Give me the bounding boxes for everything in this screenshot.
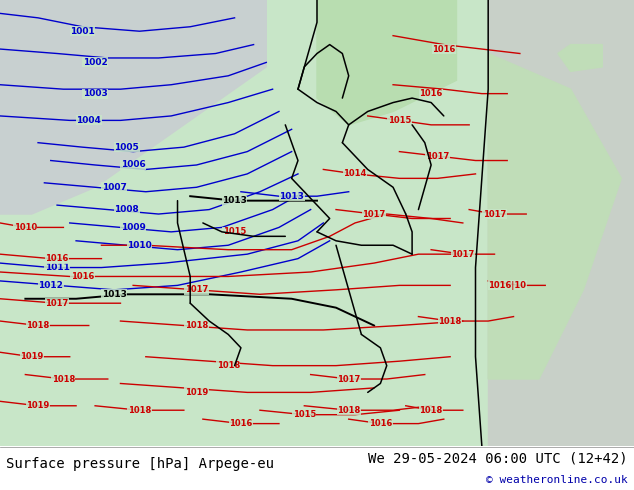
Text: 1001: 1001 xyxy=(70,27,95,36)
Text: 1015: 1015 xyxy=(293,410,316,419)
Text: 1009: 1009 xyxy=(120,223,146,232)
Text: 1002: 1002 xyxy=(82,58,108,67)
Text: 1016: 1016 xyxy=(432,45,455,53)
Text: 1003: 1003 xyxy=(82,89,108,98)
Text: 1011: 1011 xyxy=(44,263,70,272)
Text: We 29-05-2024 06:00 UTC (12+42): We 29-05-2024 06:00 UTC (12+42) xyxy=(368,451,628,465)
Text: 1019: 1019 xyxy=(27,401,49,410)
Text: 1016: 1016 xyxy=(71,272,94,281)
Text: 1004: 1004 xyxy=(76,116,101,125)
Text: 1014: 1014 xyxy=(344,170,366,178)
Text: Surface pressure [hPa] Arpege-eu: Surface pressure [hPa] Arpege-eu xyxy=(6,458,275,471)
Text: 1017: 1017 xyxy=(451,250,474,259)
Polygon shape xyxy=(488,0,634,446)
Text: 1005: 1005 xyxy=(114,143,139,151)
Text: 1016: 1016 xyxy=(369,419,392,428)
Text: 1015: 1015 xyxy=(388,116,411,125)
Text: 1018: 1018 xyxy=(128,406,151,415)
Text: 1017: 1017 xyxy=(185,285,208,294)
Text: 1016: 1016 xyxy=(230,419,252,428)
Text: 1018: 1018 xyxy=(439,317,462,325)
Text: 1013: 1013 xyxy=(101,290,127,299)
Text: 1017: 1017 xyxy=(46,299,68,308)
Polygon shape xyxy=(0,0,266,214)
Text: 1018: 1018 xyxy=(185,321,208,330)
Text: 1010: 1010 xyxy=(14,223,37,232)
Text: 1006: 1006 xyxy=(120,161,146,170)
Text: 1012: 1012 xyxy=(38,281,63,290)
Text: 1017: 1017 xyxy=(426,151,449,161)
Polygon shape xyxy=(488,53,621,379)
Text: 1016|10: 1016|10 xyxy=(488,281,526,290)
Text: 1018: 1018 xyxy=(52,374,75,384)
Text: 1018: 1018 xyxy=(27,321,49,330)
Text: 1007: 1007 xyxy=(101,183,127,192)
Text: 1017: 1017 xyxy=(483,210,506,219)
Polygon shape xyxy=(558,45,602,72)
Text: 1018: 1018 xyxy=(337,406,360,415)
Text: 1017: 1017 xyxy=(337,374,360,384)
Text: 1010: 1010 xyxy=(127,241,152,250)
Text: 1017: 1017 xyxy=(363,210,385,219)
Text: 1013: 1013 xyxy=(222,196,247,205)
Text: 1018: 1018 xyxy=(420,406,443,415)
Text: 1019: 1019 xyxy=(20,352,43,361)
Text: 1015: 1015 xyxy=(223,227,246,236)
Text: 1019: 1019 xyxy=(185,388,208,397)
Text: 1016: 1016 xyxy=(46,254,68,263)
Text: 1013: 1013 xyxy=(279,192,304,201)
Text: 1008: 1008 xyxy=(114,205,139,214)
Polygon shape xyxy=(317,0,456,125)
Text: 1016: 1016 xyxy=(420,89,443,98)
Text: 1018: 1018 xyxy=(217,361,240,370)
Text: © weatheronline.co.uk: © weatheronline.co.uk xyxy=(486,475,628,485)
